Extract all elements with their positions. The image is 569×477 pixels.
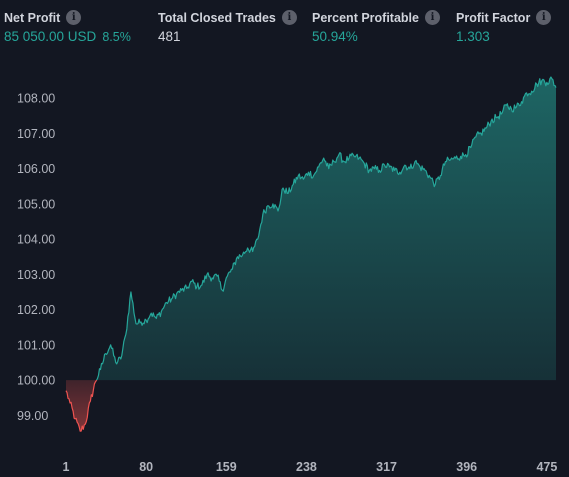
equity-line-positive bbox=[96, 76, 557, 381]
info-icon[interactable]: i bbox=[536, 10, 552, 25]
y-axis: 99.00 100.00 101.00 102.00 103.00 104.00 105.0… bbox=[17, 92, 55, 423]
y-tick-label: 103.00 bbox=[17, 268, 55, 282]
loss-area bbox=[66, 380, 97, 432]
y-tick-label: 104.00 bbox=[17, 233, 55, 247]
y-tick-label: 108.00 bbox=[17, 92, 55, 106]
total-closed-trades-value: 481 bbox=[158, 29, 181, 44]
x-tick-label: 475 bbox=[536, 460, 557, 474]
y-tick-label: 102.00 bbox=[17, 303, 55, 317]
x-tick-label: 1 bbox=[63, 460, 70, 474]
info-icon[interactable]: i bbox=[424, 10, 440, 25]
net-profit-value: 85 050.00 USD bbox=[4, 29, 97, 44]
y-tick-label: 105.00 bbox=[17, 197, 55, 211]
net-profit-label: Net Profit bbox=[4, 10, 61, 25]
total-closed-trades-stat: Total Closed Trades i 481 bbox=[158, 10, 297, 44]
stats-header: Net Profit i 85 050.00 USD 8.5% Total Clo… bbox=[0, 0, 569, 50]
x-tick-label: 317 bbox=[376, 460, 397, 474]
y-tick-label: 99.00 bbox=[17, 409, 48, 423]
y-tick-label: 101.00 bbox=[17, 338, 55, 352]
profit-factor-label: Profit Factor bbox=[456, 10, 531, 25]
percent-profitable-value: 50.94% bbox=[312, 29, 358, 44]
x-tick-label: 80 bbox=[139, 460, 153, 474]
y-tick-label: 106.00 bbox=[17, 162, 55, 176]
profit-factor-value: 1.303 bbox=[456, 29, 490, 44]
total-closed-trades-label: Total Closed Trades bbox=[158, 10, 276, 25]
profit-area bbox=[96, 77, 557, 381]
y-tick-label: 107.00 bbox=[17, 127, 55, 141]
x-tick-label: 396 bbox=[456, 460, 477, 474]
y-tick-label: 100.00 bbox=[17, 374, 55, 388]
percent-profitable-stat: Percent Profitable i 50.94% bbox=[312, 10, 440, 44]
x-tick-label: 159 bbox=[216, 460, 237, 474]
percent-profitable-label: Percent Profitable bbox=[312, 10, 419, 25]
net-profit-percent: 8.5% bbox=[102, 30, 131, 44]
net-profit-stat: Net Profit i 85 050.00 USD 8.5% bbox=[4, 10, 131, 44]
profit-factor-stat: Profit Factor i 1.303 bbox=[456, 10, 552, 44]
info-icon[interactable]: i bbox=[66, 10, 82, 25]
x-tick-label: 238 bbox=[296, 460, 317, 474]
equity-line-negative bbox=[65, 379, 98, 432]
info-icon[interactable]: i bbox=[281, 10, 297, 25]
x-axis: 1 80 159 238 317 396 475 bbox=[63, 460, 558, 474]
plot-area bbox=[65, 76, 557, 432]
